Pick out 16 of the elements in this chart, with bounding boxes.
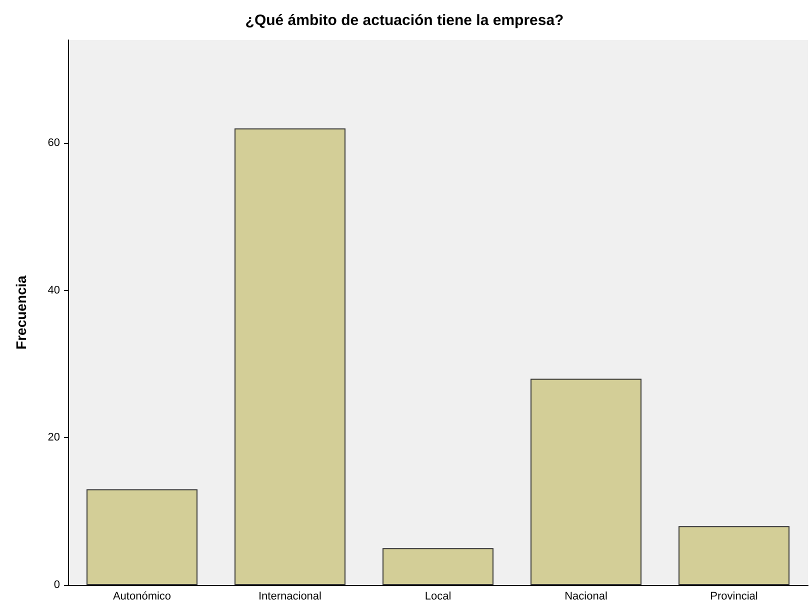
chart-title: ¿Qué ámbito de actuación tiene la empresa?: [245, 12, 564, 29]
bar: [86, 489, 198, 585]
x-tick-label: Provincial: [710, 590, 758, 602]
y-axis-title: Frecuencia: [13, 275, 29, 350]
x-tick-label: Internacional: [258, 590, 322, 602]
x-tick-label: Nacional: [564, 590, 608, 602]
bar: [530, 378, 642, 585]
bar: [234, 128, 346, 585]
y-tick-label: 60: [48, 137, 60, 150]
bar: [382, 548, 494, 585]
x-tick-label: Local: [424, 590, 452, 602]
y-tick-label: 0: [54, 579, 60, 591]
y-tick-label: 20: [48, 432, 60, 444]
bar: [678, 526, 790, 585]
x-tick-label: Autonómico: [112, 590, 172, 602]
y-tick-label: 40: [48, 284, 60, 296]
